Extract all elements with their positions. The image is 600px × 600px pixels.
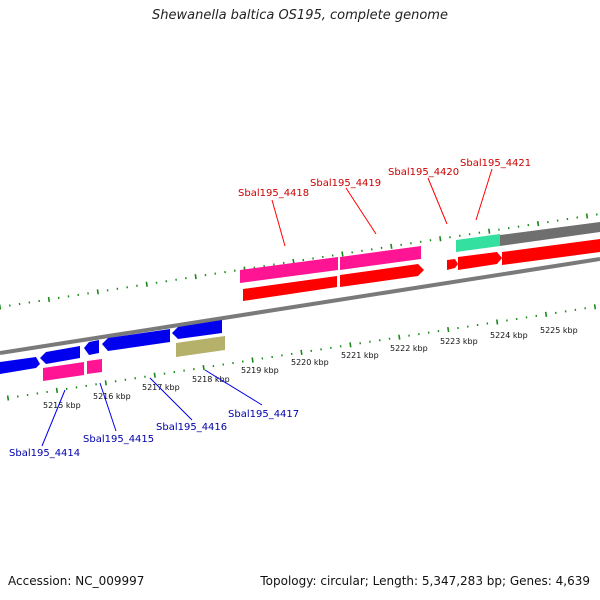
reverse-cds-2 xyxy=(40,346,80,364)
gene-feature-4419 xyxy=(340,246,421,270)
gene-label-4419[interactable]: Sbal195_4419 xyxy=(310,178,381,189)
lower-ruler-major-tick xyxy=(349,342,352,348)
lower-ruler-major-tick xyxy=(202,365,205,371)
cds-feature-4419 xyxy=(340,264,424,287)
lower-ruler-major-tick xyxy=(6,395,10,401)
scale-label-5224: 5224 kbp xyxy=(490,331,528,340)
scale-label-5215: 5215 kbp xyxy=(43,401,81,410)
teal-feature-4420 xyxy=(456,234,500,252)
scale-label-5221: 5221 kbp xyxy=(341,351,379,360)
scale-label-5217: 5217 kbp xyxy=(142,383,180,392)
summary-text: Topology: circular; Length: 5,347,283 bp… xyxy=(260,574,590,588)
gray-track-segment xyxy=(500,222,600,246)
reverse-cds-5 xyxy=(172,320,222,339)
cds-feature-4421 xyxy=(502,239,600,265)
scale-label-5220: 5220 kbp xyxy=(291,358,329,367)
lower-ruler-major-tick xyxy=(593,304,597,310)
lower-ruler-major-tick xyxy=(447,326,450,333)
gene-label-4415[interactable]: Sbal195_4415 xyxy=(83,434,154,445)
cds-feature-small xyxy=(447,259,458,270)
leader-line-4417 xyxy=(204,369,263,406)
upper-ruler-major-tick xyxy=(96,289,100,295)
lower-ruler-major-tick xyxy=(300,349,303,355)
scale-labels: 5215 kbp 5216 kbp 5217 kbp 5218 kbp 5219… xyxy=(43,326,578,410)
gene-feature-4418 xyxy=(240,257,338,283)
upper-ruler-major-tick xyxy=(194,274,197,280)
upper-ruler-major-tick xyxy=(341,251,344,257)
reverse-cds-4 xyxy=(102,329,170,351)
reverse-cds-3 xyxy=(84,340,99,355)
gene-label-4418[interactable]: Sbal195_4418 xyxy=(238,188,309,199)
gene-label-4417[interactable]: Sbal195_4417 xyxy=(228,409,299,420)
leader-line-4414 xyxy=(41,389,66,447)
leader-line-4421 xyxy=(475,168,493,221)
lower-tick-ruler xyxy=(6,304,597,401)
gene-label-4420[interactable]: Sbal195_4420 xyxy=(388,167,459,178)
scale-label-5218: 5218 kbp xyxy=(192,375,230,384)
scale-label-5216: 5216 kbp xyxy=(93,392,131,401)
accession-text: Accession: NC_009997 xyxy=(8,574,145,588)
map-title: Shewanella baltica OS195, complete genom… xyxy=(152,8,448,23)
upper-ruler-major-tick xyxy=(487,228,491,234)
cds-feature-4420 xyxy=(458,252,502,270)
leader-line-4416 xyxy=(149,377,193,421)
gene-feature-4414 xyxy=(43,362,84,381)
rna-feature-4417 xyxy=(176,336,225,357)
lower-ruler-major-tick xyxy=(104,380,108,386)
lower-ruler-major-tick xyxy=(153,372,156,378)
upper-ruler-major-tick xyxy=(47,296,51,303)
lower-ruler-major-tick xyxy=(495,319,499,325)
leader-line-4419 xyxy=(345,187,377,235)
upper-ruler-major-tick xyxy=(145,281,148,287)
scale-label-5219: 5219 kbp xyxy=(241,366,279,375)
scale-label-5225: 5225 kbp xyxy=(540,326,578,335)
scale-label-5223: 5223 kbp xyxy=(440,337,478,346)
leader-line-4415 xyxy=(99,382,117,432)
gene-label-4416[interactable]: Sbal195_4416 xyxy=(156,422,227,433)
lower-ruler-major-tick xyxy=(55,387,59,393)
lower-ruler-major-tick xyxy=(544,311,548,317)
cds-feature-4418 xyxy=(243,276,337,301)
scale-label-5222: 5222 kbp xyxy=(390,344,428,353)
lower-ruler-major-tick xyxy=(251,357,254,363)
leader-line-4418 xyxy=(271,199,286,247)
upper-ruler-major-tick xyxy=(439,236,442,242)
upper-ruler-major-tick xyxy=(536,221,540,227)
lower-ruler-major-tick xyxy=(398,334,401,340)
gene-label-4421[interactable]: Sbal195_4421 xyxy=(460,158,531,169)
gene-feature-4415 xyxy=(87,359,102,374)
reverse-cds-1 xyxy=(0,357,40,374)
gene-label-4414[interactable]: Sbal195_4414 xyxy=(9,448,80,459)
upper-tick-ruler xyxy=(0,213,598,310)
backbone-line xyxy=(0,257,600,355)
leader-line-4420 xyxy=(427,177,448,225)
upper-ruler-major-tick xyxy=(390,243,393,249)
upper-ruler-major-tick xyxy=(585,213,589,219)
